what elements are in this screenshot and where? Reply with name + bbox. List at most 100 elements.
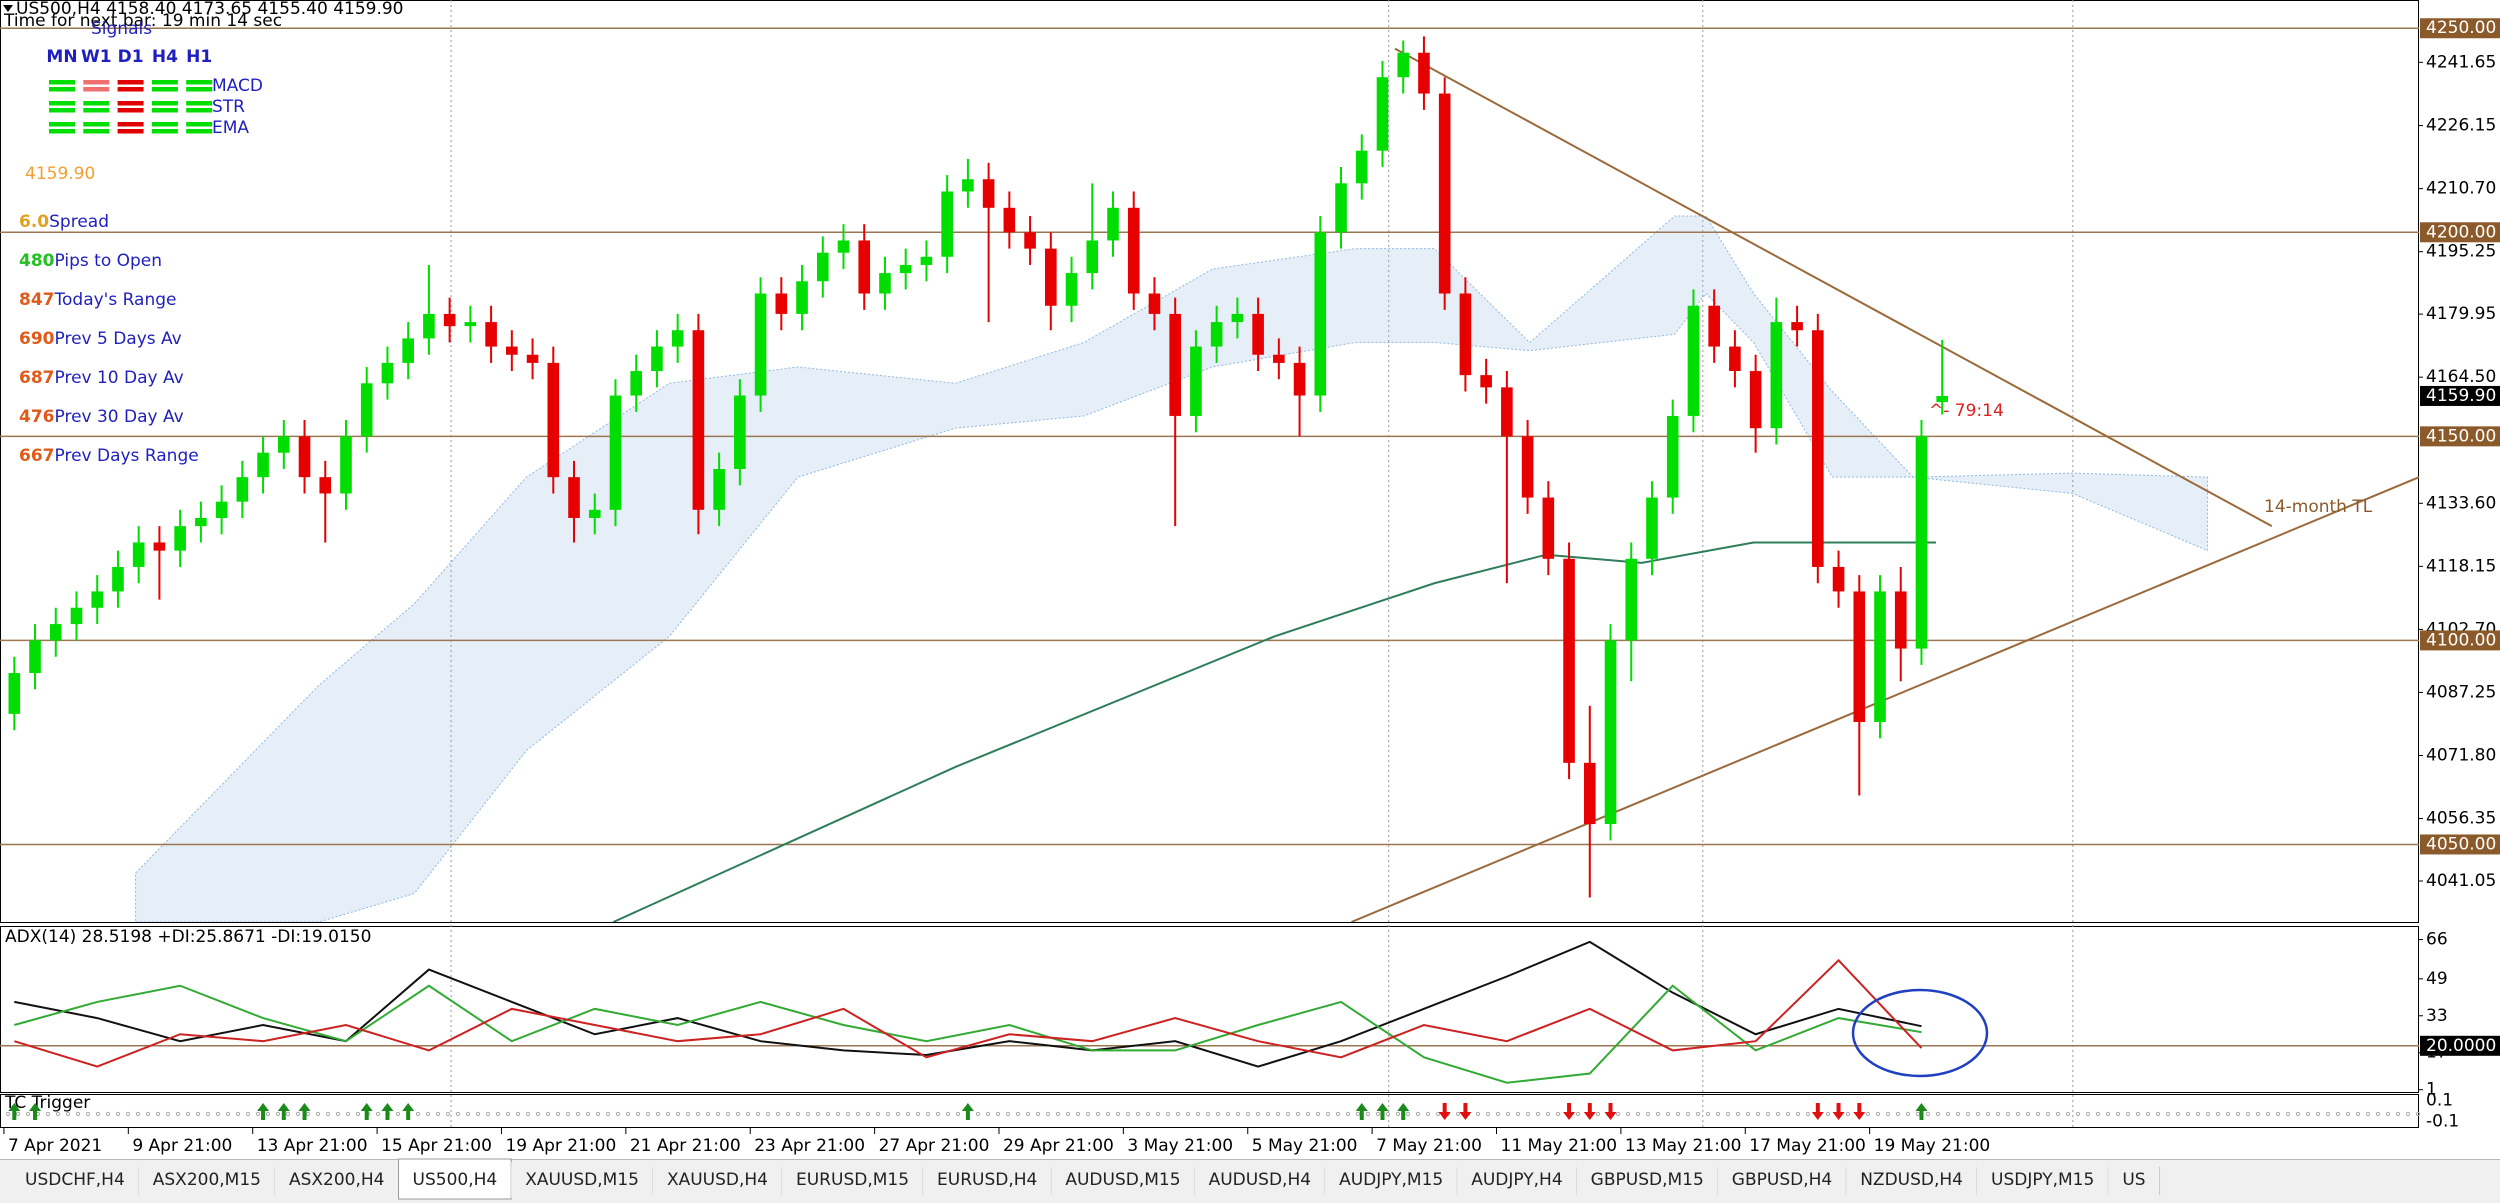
signal-dot	[1745, 1111, 1751, 1117]
symbol-tab[interactable]: EURUSD,H4	[923, 1162, 1052, 1198]
candle-body	[1708, 305, 1720, 347]
tab-label[interactable]: US	[2122, 1170, 2145, 1190]
signal-dot	[1885, 1111, 1891, 1117]
tab-label[interactable]: ASX200,M15	[153, 1170, 261, 1190]
candle-body	[153, 542, 166, 551]
tab-label[interactable]: EURUSD,M15	[796, 1170, 909, 1190]
tab-background[interactable]	[1717, 1162, 1847, 1198]
tab-background[interactable]	[652, 1162, 782, 1198]
adx-level-box	[2420, 1035, 2500, 1056]
symbol-tab[interactable]: USDCHF,H4	[11, 1162, 140, 1198]
signal-cell	[151, 122, 178, 127]
tab-background[interactable]	[11, 1162, 139, 1198]
tab-background[interactable]	[511, 1162, 653, 1198]
tab-label[interactable]: NZDUSD,H4	[1860, 1170, 1963, 1190]
candle-body	[1169, 313, 1181, 416]
symbol-tab[interactable]: ASX200,H4	[274, 1162, 400, 1198]
candle-body	[132, 542, 145, 567]
signal-dot	[1495, 1111, 1501, 1117]
signal-dot	[2195, 1111, 2201, 1117]
tab-label[interactable]: AUDUSD,H4	[1209, 1170, 1312, 1190]
tab-background[interactable]	[138, 1162, 275, 1198]
signal-dot	[2045, 1111, 2051, 1117]
y-tick-label: 4179.95	[2426, 304, 2496, 324]
signal-dot	[2285, 1111, 2291, 1117]
symbol-tab[interactable]: GBPUSD,H4	[1717, 1162, 1847, 1198]
signal-dot	[85, 1111, 91, 1117]
symbol-tab[interactable]: GBPUSD,M15	[1576, 1162, 1719, 1198]
signal-cell	[186, 129, 213, 134]
tab-background[interactable]	[274, 1162, 399, 1198]
signal-dot	[955, 1111, 961, 1117]
y-tick-label: 1	[2426, 1080, 2437, 1100]
signal-cell	[186, 87, 213, 92]
signal-dot	[375, 1111, 381, 1117]
signal-dot	[1245, 1111, 1251, 1117]
candle-body	[443, 313, 456, 327]
signal-dot	[1225, 1111, 1231, 1117]
down-arrow	[1604, 1103, 1617, 1120]
signal-dot	[1995, 1111, 2001, 1117]
tab-background[interactable]	[1051, 1162, 1195, 1198]
tab-label[interactable]: XAUUSD,H4	[667, 1170, 768, 1190]
tab-label[interactable]: ASX200,H4	[289, 1170, 385, 1190]
signal-dot	[2385, 1111, 2391, 1117]
tab-label[interactable]: GBPUSD,H4	[1732, 1170, 1832, 1190]
trendline	[1394, 47, 2273, 528]
signal-row-label: MACD	[212, 76, 263, 96]
signal-dot	[1175, 1111, 1181, 1117]
tab-background[interactable]	[1194, 1162, 1326, 1198]
candle-body	[277, 436, 290, 453]
candle-body	[1314, 232, 1327, 396]
last-price-box	[2420, 385, 2500, 406]
x-tick-label: 5 May 21:00	[1252, 1136, 1358, 1156]
signal-dot	[1265, 1111, 1271, 1117]
symbol-tab[interactable]: ASX200,M15	[138, 1162, 276, 1198]
tab-background[interactable]	[1977, 1162, 2109, 1198]
tab-background[interactable]	[923, 1162, 1052, 1198]
tab-background[interactable]	[398, 1158, 512, 1200]
symbol-tab[interactable]: AUDJPY,M15	[1325, 1162, 1458, 1198]
symbol-tab[interactable]: USDJPY,M15	[1977, 1162, 2109, 1198]
tab-label[interactable]: XAUUSD,M15	[525, 1170, 639, 1190]
y-tick-label: 4195.25	[2426, 242, 2496, 262]
signal-dot	[1015, 1111, 1021, 1117]
tab-label[interactable]: GBPUSD,M15	[1591, 1170, 1704, 1190]
symbol-tab[interactable]: AUDJPY,H4	[1457, 1162, 1578, 1198]
signal-dot	[1335, 1111, 1341, 1117]
countdown-annotation: ^- 79:14	[1929, 401, 2004, 421]
tab-background[interactable]	[1576, 1162, 1718, 1198]
candle-body	[1915, 436, 1928, 649]
symbol-tab[interactable]: XAUUSD,M15	[511, 1162, 654, 1198]
tab-label[interactable]: AUDJPY,M15	[1339, 1170, 1443, 1190]
signal-dot	[635, 1111, 641, 1117]
candle-body	[1853, 591, 1866, 723]
symbol-tab[interactable]: US	[2108, 1162, 2161, 1198]
tab-label[interactable]: USDJPY,M15	[1991, 1170, 2094, 1190]
signal-dot	[1305, 1111, 1311, 1117]
tab-background[interactable]	[1325, 1162, 1458, 1198]
tab-background[interactable]	[2108, 1162, 2160, 1198]
tab-label[interactable]: US500,H4	[413, 1170, 498, 1190]
signal-dot	[775, 1111, 781, 1117]
tab-label[interactable]: AUDJPY,H4	[1471, 1170, 1562, 1190]
tab-label[interactable]: EURUSD,H4	[937, 1170, 1037, 1190]
symbol-tab[interactable]: EURUSD,M15	[782, 1162, 924, 1198]
level-label-box	[2420, 834, 2500, 855]
tab-label[interactable]: USDCHF,H4	[25, 1170, 125, 1190]
symbol-tab[interactable]: AUDUSD,H4	[1194, 1162, 1326, 1198]
x-tick-label: 15 Apr 21:00	[381, 1136, 492, 1156]
tab-background[interactable]	[1457, 1162, 1577, 1198]
symbol-tab[interactable]: US500,H4	[398, 1158, 512, 1200]
symbol-tab[interactable]: NZDUSD,H4	[1846, 1162, 1978, 1198]
symbol-tab[interactable]: AUDUSD,M15	[1051, 1162, 1196, 1198]
tab-background[interactable]	[782, 1162, 924, 1198]
signal-dot	[2005, 1111, 2011, 1117]
candle-body	[1190, 346, 1202, 416]
signal-dot	[1235, 1111, 1241, 1117]
tab-label[interactable]: AUDUSD,M15	[1065, 1170, 1180, 1190]
symbol-tab[interactable]: XAUUSD,H4	[652, 1162, 783, 1198]
tab-background[interactable]	[1846, 1162, 1977, 1198]
level-label-box	[2420, 630, 2500, 651]
